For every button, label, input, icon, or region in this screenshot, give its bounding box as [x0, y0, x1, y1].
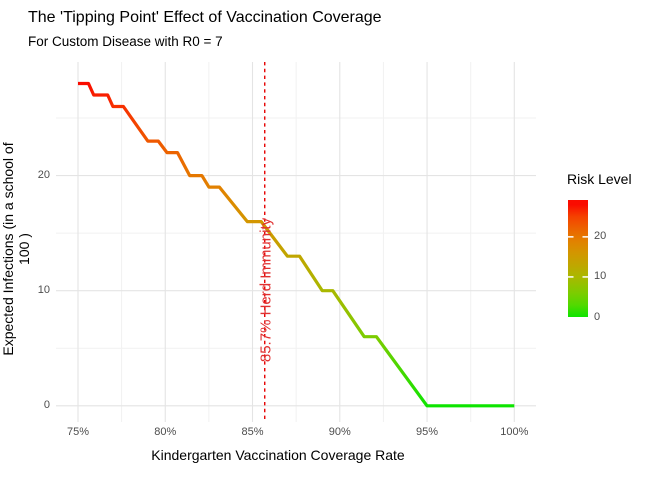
x-tick-label: 95% [416, 426, 439, 438]
y-tick-label: 0 [43, 399, 50, 412]
legend-tick-label: 10 [594, 270, 607, 283]
legend-colorbar [568, 200, 588, 317]
chart-title: The 'Tipping Point' Effect of Vaccinatio… [28, 9, 382, 26]
x-tick-label: 75% [66, 426, 90, 438]
x-tick-label: 85% [241, 426, 264, 438]
legend-tick-marks [568, 236, 588, 278]
y-axis-title: Expected Infections (in a school of 100 … [0, 142, 32, 356]
legend-tick-label: 0 [594, 310, 601, 323]
x-tick-label: 90% [328, 426, 351, 438]
legend-gradient-bar [568, 200, 588, 317]
chart-subtitle: For Custom Disease with R0 = 7 [28, 34, 223, 49]
gridlines-minor [56, 62, 536, 422]
herd-immunity-label: 85.7% Herd Immunity [258, 217, 275, 362]
legend-title: Risk Level [567, 171, 632, 187]
y-tick-label: 10 [37, 284, 50, 297]
x-tick-label: 100% [500, 426, 529, 438]
legend-tick-label: 20 [594, 230, 607, 243]
x-tick-label: 80% [154, 426, 177, 438]
y-tick-label: 20 [37, 169, 50, 182]
x-axis-title: Kindergarten Vaccination Coverage Rate [151, 447, 405, 463]
infection-curve [78, 81, 515, 408]
